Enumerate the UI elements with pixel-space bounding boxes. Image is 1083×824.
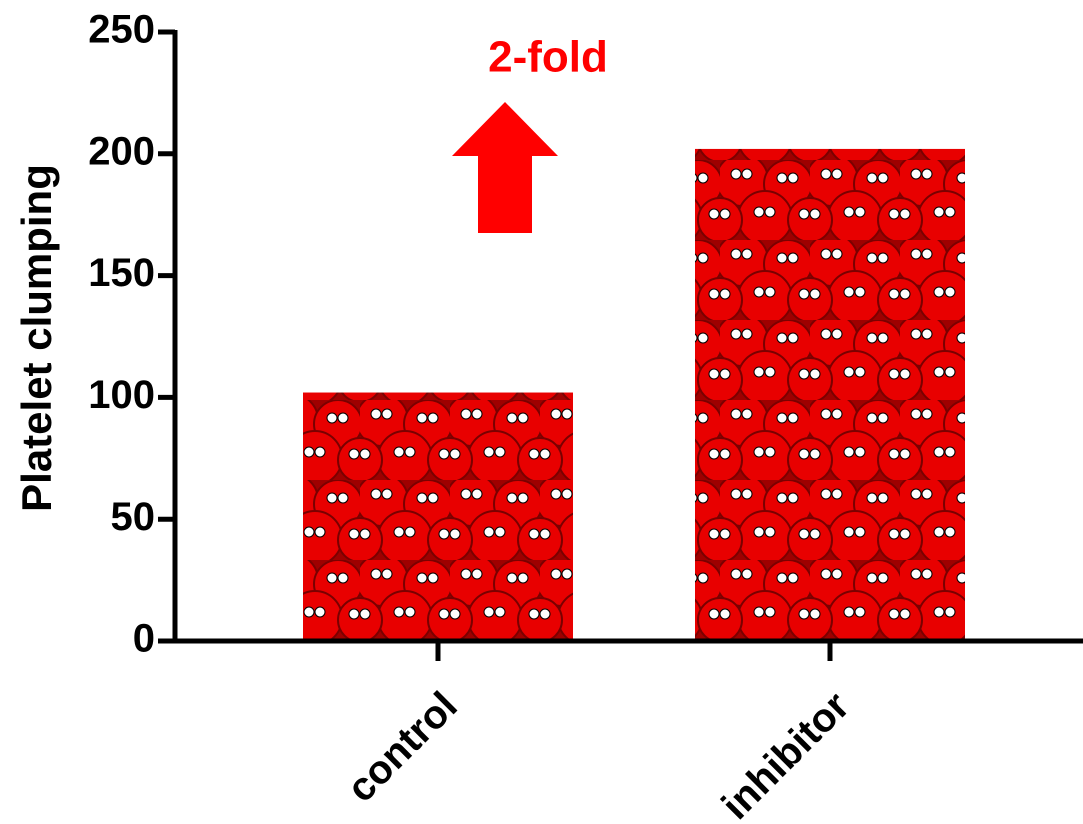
y-tick-label: 100 bbox=[88, 373, 155, 417]
annotation: 2-fold bbox=[488, 33, 608, 82]
y-tick-label: 150 bbox=[88, 251, 155, 295]
y-tick-label: 200 bbox=[88, 129, 155, 173]
y-tick-label: 250 bbox=[88, 8, 155, 52]
bar bbox=[303, 392, 573, 641]
x-tick-label: inhibitor bbox=[714, 684, 858, 824]
x-tick-label: control bbox=[339, 684, 466, 811]
arrow bbox=[452, 102, 558, 233]
y-tick-label: 0 bbox=[133, 617, 155, 661]
y-tick-label: 50 bbox=[111, 495, 156, 539]
y-axis-title: Platelet clumping bbox=[13, 164, 60, 512]
bar bbox=[695, 148, 965, 642]
